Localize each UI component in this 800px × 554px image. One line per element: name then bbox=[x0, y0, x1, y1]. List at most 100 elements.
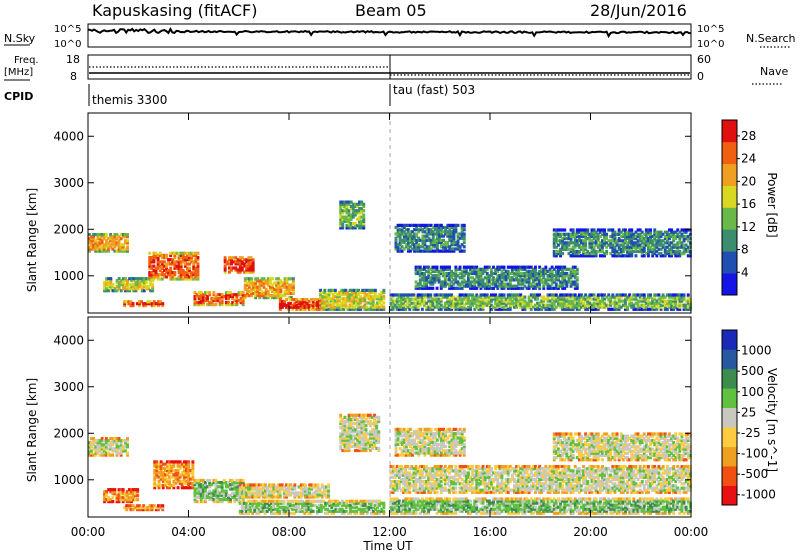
power-cell bbox=[243, 279, 247, 283]
power-cell bbox=[519, 267, 523, 271]
power-cell bbox=[659, 305, 663, 309]
power-cell bbox=[590, 247, 594, 251]
power-cell bbox=[117, 235, 121, 239]
power-cell bbox=[414, 271, 418, 276]
power-cell bbox=[531, 276, 535, 280]
power-cell bbox=[603, 293, 606, 297]
power-cell bbox=[450, 286, 454, 290]
power-cell bbox=[94, 241, 98, 245]
power-cell bbox=[231, 301, 235, 305]
power-cell bbox=[479, 286, 483, 290]
velocity-cell bbox=[308, 487, 312, 491]
velocity-cell bbox=[286, 511, 290, 515]
power-cell bbox=[467, 305, 470, 309]
velocity-cell bbox=[154, 506, 158, 510]
power-cell bbox=[580, 247, 583, 251]
velocity-cell bbox=[380, 501, 384, 505]
velocity-cell bbox=[121, 488, 125, 492]
power-cell bbox=[481, 282, 485, 286]
power-cell bbox=[550, 286, 554, 290]
power-cell bbox=[156, 275, 160, 279]
power-cell bbox=[431, 240, 435, 245]
power-cell bbox=[554, 278, 558, 282]
power-cell bbox=[490, 293, 493, 297]
power-cell bbox=[130, 283, 134, 287]
power-cell bbox=[252, 287, 255, 291]
power-cell bbox=[640, 293, 644, 297]
power-cell bbox=[435, 240, 439, 245]
power-cell bbox=[538, 274, 542, 278]
power-cell bbox=[289, 301, 293, 306]
power-cell bbox=[582, 295, 585, 299]
velocity-cell bbox=[266, 493, 269, 497]
power-cell bbox=[567, 234, 571, 239]
power-cell bbox=[473, 297, 477, 301]
velocity-cell bbox=[307, 507, 311, 511]
power-cell bbox=[363, 303, 367, 307]
power-cell bbox=[154, 268, 158, 273]
velocity-cell bbox=[263, 505, 267, 509]
power-cell bbox=[126, 245, 129, 249]
power-cell bbox=[410, 297, 414, 301]
power-cell bbox=[487, 301, 491, 305]
velocity-cell bbox=[272, 487, 276, 491]
power-cell bbox=[617, 228, 621, 232]
power-cell bbox=[674, 297, 678, 301]
power-cell bbox=[283, 283, 287, 287]
power-cell bbox=[498, 282, 502, 286]
power-cell bbox=[678, 301, 682, 305]
power-cell bbox=[295, 299, 299, 304]
velocity-cell bbox=[155, 483, 159, 488]
power-cell bbox=[406, 228, 410, 232]
velocity-cell bbox=[166, 479, 169, 483]
power-cell bbox=[550, 278, 554, 282]
power-cell bbox=[343, 204, 347, 208]
power-cell bbox=[109, 281, 113, 285]
power-cell bbox=[471, 284, 475, 288]
power-cell bbox=[228, 262, 231, 266]
power-cell bbox=[496, 307, 500, 311]
velocity-cell bbox=[227, 497, 230, 502]
power-cell bbox=[538, 280, 542, 284]
power-cell bbox=[338, 295, 341, 299]
velocity-cell bbox=[214, 487, 218, 491]
power-cell bbox=[552, 301, 556, 305]
power-cell bbox=[469, 271, 472, 276]
power-cell bbox=[186, 273, 189, 277]
power-cell bbox=[577, 230, 581, 234]
velocity-cell bbox=[322, 487, 326, 491]
velocity-cell bbox=[247, 489, 251, 493]
power-cell bbox=[144, 277, 148, 281]
power-cell bbox=[638, 245, 642, 249]
velocity-cell bbox=[157, 483, 161, 488]
power-cell bbox=[621, 232, 625, 236]
power-cell bbox=[649, 295, 652, 299]
power-cell bbox=[668, 247, 671, 251]
power-cell bbox=[339, 200, 343, 204]
power-cell bbox=[319, 295, 322, 299]
velocity-cell bbox=[103, 498, 106, 502]
power-cell bbox=[653, 303, 657, 307]
velocity-cell bbox=[191, 475, 195, 479]
power-cell bbox=[414, 297, 418, 301]
velocity-cell bbox=[363, 509, 367, 513]
power-cell bbox=[632, 307, 636, 311]
power-cell bbox=[232, 256, 236, 260]
power-cell bbox=[523, 284, 527, 288]
power-cell bbox=[158, 268, 162, 273]
power-cell bbox=[596, 237, 600, 241]
power-cell bbox=[433, 280, 437, 284]
power-cell bbox=[415, 223, 419, 227]
power-cell bbox=[513, 265, 516, 269]
power-cell bbox=[651, 307, 655, 311]
velocity-cell bbox=[224, 497, 228, 502]
velocity-cell bbox=[117, 496, 121, 500]
power-cell bbox=[536, 274, 539, 278]
power-cell bbox=[126, 283, 129, 287]
power-cell bbox=[569, 280, 573, 284]
power-cell bbox=[534, 284, 537, 288]
velocity-cell bbox=[314, 491, 318, 495]
velocity-cell bbox=[238, 501, 242, 505]
power-cell bbox=[609, 243, 613, 247]
power-cell bbox=[136, 283, 140, 287]
